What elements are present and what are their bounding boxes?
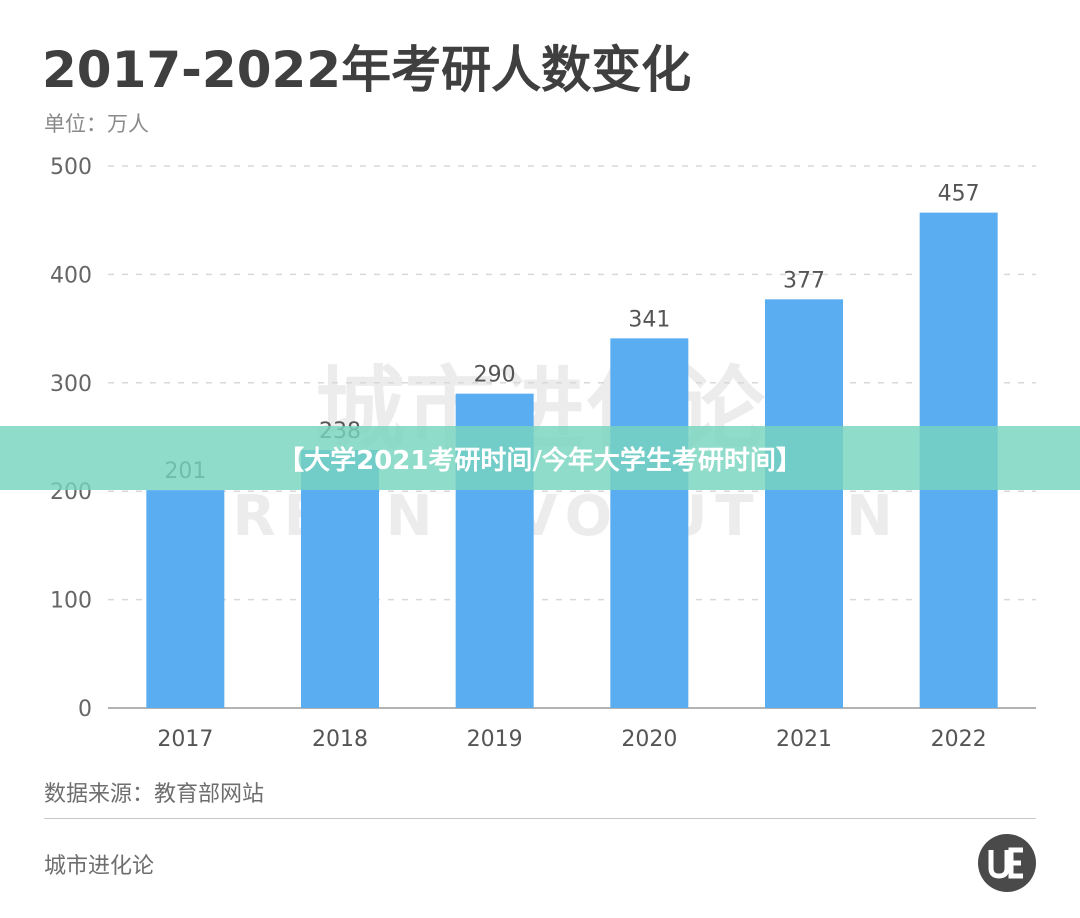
x-tick-label: 2019 xyxy=(467,727,523,752)
brand-logo-icon xyxy=(978,834,1036,892)
bar xyxy=(610,338,689,708)
banner-text: 【大学2021考研时间/今年大学生考研时间】 xyxy=(278,445,802,476)
data-label: 290 xyxy=(474,363,516,388)
data-label: 457 xyxy=(938,182,980,207)
y-tick-label: 400 xyxy=(50,263,92,288)
x-tick-label: 2018 xyxy=(312,727,368,752)
x-tick-label: 2017 xyxy=(157,727,213,752)
brand-name: 城市进化论 xyxy=(44,854,155,879)
x-tick-label: 2020 xyxy=(621,727,677,752)
data-label: 377 xyxy=(783,268,825,293)
unit-label: 单位：万人 xyxy=(44,112,149,136)
y-tick-label: 100 xyxy=(50,589,92,614)
y-tick-label: 300 xyxy=(50,372,92,397)
footer-divider xyxy=(44,818,1036,819)
bar xyxy=(765,299,843,708)
data-label: 341 xyxy=(628,307,670,332)
chart-title: 2017-2022年考研人数变化 xyxy=(42,41,692,99)
article-banner: 【大学2021考研时间/今年大学生考研时间】 xyxy=(0,426,1080,490)
bar xyxy=(301,450,379,708)
y-tick-label: 0 xyxy=(78,697,92,722)
data-source: 数据来源：教育部网站 xyxy=(44,782,265,807)
x-tick-label: 2022 xyxy=(931,727,987,752)
bar xyxy=(146,490,225,708)
y-tick-label: 500 xyxy=(50,155,92,180)
x-tick-label: 2021 xyxy=(776,727,832,752)
